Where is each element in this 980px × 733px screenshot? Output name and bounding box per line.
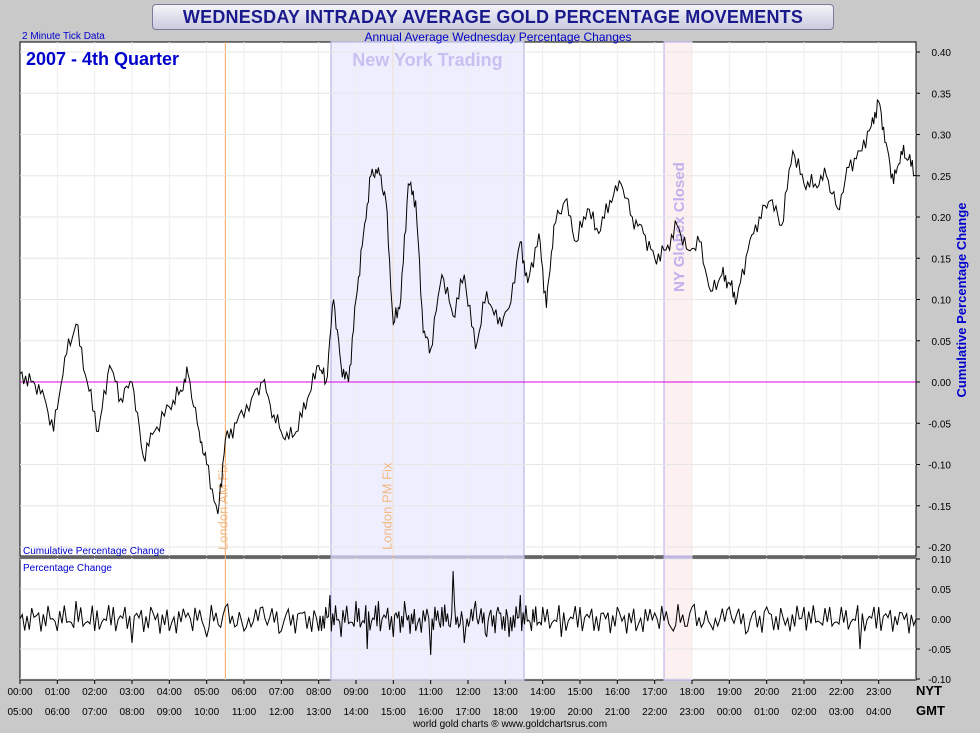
x-tick-label-nyt: 07:00 (269, 687, 294, 698)
x-tick-label-gmt: 13:00 (306, 707, 331, 718)
x-tick-label-nyt: 12:00 (455, 687, 480, 698)
chart-subtitle: Annual Average Wednesday Percentage Chan… (364, 30, 631, 44)
london-am-fix-label: London AM Fix (215, 463, 230, 550)
x-tick-label-nyt: 06:00 (231, 687, 256, 698)
x-tick-label-gmt: 03:00 (829, 707, 854, 718)
x-tick-label-gmt: 05:00 (7, 707, 32, 718)
x-tick-label-nyt: 22:00 (829, 687, 854, 698)
x-tick-label-nyt: 05:00 (194, 687, 219, 698)
x-tick-label-nyt: 11:00 (419, 687, 444, 698)
x-tick-label-nyt: 17:00 (642, 687, 667, 698)
x-tick-label-nyt: 14:00 (530, 687, 555, 698)
x-tick-label-gmt: 06:00 (45, 707, 70, 718)
x-tick-label-nyt: 21:00 (791, 687, 816, 698)
x-tick-label-gmt: 00:00 (717, 707, 742, 718)
y-tick-label: 0.00 (932, 615, 952, 626)
main-gridlines (20, 42, 916, 556)
x-tick-label-nyt: 15:00 (567, 687, 592, 698)
nyt-label: NYT (916, 683, 942, 698)
x-tick-label-nyt: 19:00 (717, 687, 742, 698)
london-pm-fix-label: London PM Fix (379, 462, 394, 550)
x-tick-label-gmt: 15:00 (381, 707, 406, 718)
x-tick-label-nyt: 20:00 (754, 687, 779, 698)
x-tick-label-gmt: 14:00 (343, 707, 368, 718)
main-panel-label: Cumulative Percentage Change (23, 546, 165, 557)
x-tick-label-nyt: 04:00 (157, 687, 182, 698)
cumulative-change-line (19, 98, 917, 515)
y-tick-label: 0.00 (932, 378, 952, 389)
x-tick-label-gmt: 04:00 (866, 707, 891, 718)
x-tick-label-nyt: 00:00 (7, 687, 32, 698)
x-tick-label-nyt: 13:00 (493, 687, 518, 698)
y-tick-label: 0.10 (932, 296, 952, 307)
y-tick-label: 0.25 (932, 172, 952, 183)
x-tick-label-nyt: 10:00 (381, 687, 406, 698)
x-tick-label-gmt: 02:00 (791, 707, 816, 718)
x-tick-label-nyt: 01:00 (45, 687, 70, 698)
x-tick-label-gmt: 16:00 (418, 707, 443, 718)
x-tick-label-gmt: 09:00 (157, 707, 182, 718)
x-tick-label-gmt: 12:00 (269, 707, 294, 718)
x-tick-label-nyt: 23:00 (866, 687, 891, 698)
x-tick-label-nyt: 03:00 (119, 687, 144, 698)
lower-gridlines (20, 558, 916, 680)
x-tick-label-gmt: 19:00 (530, 707, 555, 718)
x-tick-label-gmt: 23:00 (679, 707, 704, 718)
y-tick-label: 0.10 (932, 555, 952, 566)
x-tick-label-gmt: 20:00 (567, 707, 592, 718)
footer-credit: world gold charts ® www.goldchartsrus.co… (412, 719, 607, 730)
x-tick-label-gmt: 08:00 (119, 707, 144, 718)
y-axis-title: Cumulative Percentage Change (954, 202, 969, 397)
x-tick-label-gmt: 18:00 (493, 707, 518, 718)
percentage-change-line (19, 570, 917, 656)
x-tick-label-gmt: 11:00 (232, 707, 257, 718)
main-y-ticks: 0.40 0.35 0.30 0.25 0.20 0.15 0.10 0.05 0.00 -0.0… (916, 48, 951, 554)
y-tick-label: -0.20 (928, 543, 951, 554)
y-tick-label: 0.05 (932, 585, 952, 596)
x-tick-label-gmt: 17:00 (455, 707, 480, 718)
x-tick-label-nyt: 16:00 (605, 687, 630, 698)
chart-title: WEDNESDAY INTRADAY AVERAGE GOLD PERCENTA… (182, 7, 804, 27)
y-tick-label: -0.05 (928, 645, 951, 656)
y-tick-label: 0.35 (932, 89, 952, 100)
x-tick-label-nyt: 09:00 (343, 687, 368, 698)
y-tick-label: -0.10 (928, 461, 951, 472)
y-tick-label: 0.05 (932, 337, 952, 348)
lower-panel-label: Percentage Change (23, 563, 112, 574)
y-tick-label: 0.40 (932, 48, 952, 59)
gmt-label: GMT (916, 703, 945, 718)
x-tick-label-gmt: 21:00 (605, 707, 630, 718)
x-tick-label-gmt: 01:00 (754, 707, 779, 718)
y-tick-label: 0.30 (932, 131, 952, 142)
lower-y-ticks: 0.10 0.05 0.00 -0.05 -0.10 (916, 555, 951, 686)
tick-data-note: 2 Minute Tick Data (22, 31, 105, 42)
x-ticks: 00:00 05:00 01:00 06:00 02:00 07:00 03:00 08:00… (7, 680, 892, 718)
x-tick-label-nyt: 02:00 (82, 687, 107, 698)
new-york-trading-label: New York Trading (352, 50, 502, 70)
ny-globex-closed-label: NY Globex Closed (671, 162, 688, 292)
y-tick-label: -0.10 (928, 675, 951, 686)
x-tick-label-gmt: 07:00 (82, 707, 107, 718)
x-tick-label-nyt: 08:00 (306, 687, 331, 698)
x-tick-label-gmt: 22:00 (642, 707, 667, 718)
y-tick-label: 0.20 (932, 213, 952, 224)
period-label: 2007 - 4th Quarter (26, 49, 179, 69)
x-tick-label-nyt: 18:00 (679, 687, 704, 698)
y-tick-label: -0.15 (928, 502, 951, 513)
y-tick-label: 0.15 (932, 254, 952, 265)
title-banner: WEDNESDAY INTRADAY AVERAGE GOLD PERCENTA… (152, 4, 834, 30)
y-tick-label: -0.05 (928, 419, 951, 430)
x-tick-label-gmt: 10:00 (194, 707, 219, 718)
